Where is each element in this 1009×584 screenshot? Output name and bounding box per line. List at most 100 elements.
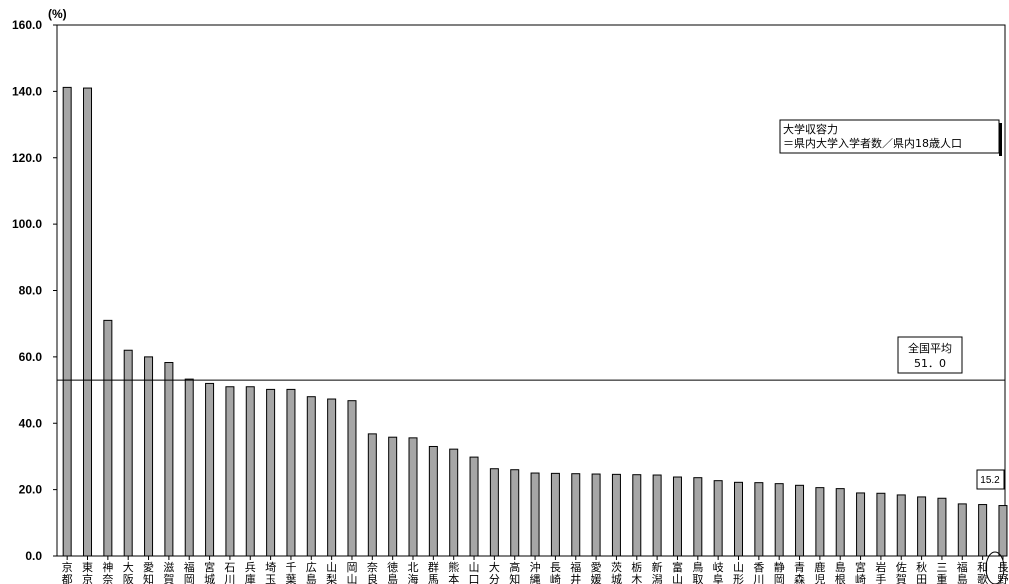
category-label: 葉 xyxy=(285,572,296,584)
bar xyxy=(388,436,398,557)
category-label: 阪 xyxy=(123,572,134,584)
category-label: 神 xyxy=(102,560,113,574)
y-axis-unit-label: (%) xyxy=(48,7,67,21)
category-label: 知 xyxy=(143,572,154,584)
category-label: 三 xyxy=(936,561,947,574)
bar xyxy=(734,481,744,557)
bar xyxy=(550,472,560,557)
definition-callout: 大学収容力 ＝県内大学入学者数／県内18歳人口 xyxy=(779,119,1002,156)
bar xyxy=(449,448,459,557)
bar xyxy=(998,505,1008,557)
bar xyxy=(123,349,133,557)
category-label: 川 xyxy=(753,573,764,584)
category-label: 宮 xyxy=(204,560,215,574)
highlight-ellipse xyxy=(985,551,1005,584)
bar xyxy=(856,492,866,557)
category-label: 岡 xyxy=(346,561,357,574)
category-label: 縄 xyxy=(530,572,541,584)
bar xyxy=(205,382,215,557)
category-label: 賀 xyxy=(163,573,174,584)
definition-title: 大学収容力 xyxy=(783,122,838,136)
bar xyxy=(611,473,621,557)
bar xyxy=(978,504,988,557)
category-label: 玉 xyxy=(265,573,276,584)
bar xyxy=(164,362,174,557)
highlight-callout: 15.2 xyxy=(976,469,1005,490)
definition-callout-box xyxy=(779,119,1000,154)
category-label: 児 xyxy=(814,573,825,584)
category-label: 栃 xyxy=(631,560,642,574)
definition-callout-shadow xyxy=(999,123,1002,156)
y-tick-label: 0.0 xyxy=(25,549,42,563)
bar xyxy=(917,496,927,557)
category-label: 潟 xyxy=(652,573,663,584)
category-label: 埼 xyxy=(265,560,276,574)
y-axis-ticks: 0.0 20.0 40.0 60.0 80.0 100.0 120.0 140.0 160.0 xyxy=(12,18,57,563)
bar xyxy=(469,456,479,557)
category-label: 香 xyxy=(753,561,764,574)
average-callout: 全国平均 51．0 xyxy=(897,336,963,374)
y-tick-label: 20.0 xyxy=(19,483,43,497)
bar xyxy=(571,473,581,557)
bar xyxy=(245,386,255,557)
highlight-callout-box xyxy=(976,469,1005,490)
category-label: 山 xyxy=(346,573,357,584)
bar xyxy=(896,494,906,557)
category-label: 形 xyxy=(733,573,744,584)
bar xyxy=(62,86,72,557)
bar xyxy=(266,388,276,557)
bar xyxy=(957,503,967,557)
category-label: 川 xyxy=(224,573,235,584)
category-label: 奈 xyxy=(367,560,378,574)
category-label: 岡 xyxy=(184,573,195,584)
category-label: 歌 xyxy=(977,572,988,584)
bar xyxy=(754,482,764,557)
category-label: 庫 xyxy=(245,572,256,584)
category-label: 島 xyxy=(306,572,317,584)
category-label: 愛 xyxy=(143,561,154,574)
category-label: 崎 xyxy=(550,572,561,584)
category-label: 群 xyxy=(428,560,439,574)
category-label: 京 xyxy=(82,572,93,584)
category-label: 京 xyxy=(62,560,73,574)
bar xyxy=(489,468,499,557)
category-label: 青 xyxy=(794,561,805,574)
category-label: 岐 xyxy=(713,561,724,574)
category-label: 大 xyxy=(123,560,134,574)
category-label: 熊 xyxy=(448,560,459,574)
bar xyxy=(408,437,418,557)
bar xyxy=(184,378,194,557)
y-tick-label: 40.0 xyxy=(19,416,43,430)
category-label: 口 xyxy=(469,573,480,584)
category-label: 賀 xyxy=(896,573,907,584)
category-label: 奈 xyxy=(102,572,113,584)
y-tick-label: 160.0 xyxy=(12,18,42,32)
category-label: 宮 xyxy=(855,560,866,574)
category-label: 長 xyxy=(997,561,1008,574)
category-label: 東 xyxy=(82,561,93,574)
bar xyxy=(327,398,337,557)
category-label: 山 xyxy=(733,561,744,574)
category-label: 長 xyxy=(550,561,561,574)
category-label: 茨 xyxy=(611,560,622,574)
category-label: 森 xyxy=(794,572,805,584)
category-label: 阜 xyxy=(713,573,724,584)
bar xyxy=(306,396,316,557)
category-label: 海 xyxy=(408,572,419,584)
definition-formula: ＝県内大学入学者数／県内18歳人口 xyxy=(783,136,962,150)
category-label: 城 xyxy=(204,573,215,584)
category-label: 田 xyxy=(916,573,927,584)
category-label: 和 xyxy=(977,561,988,574)
category-label: 媛 xyxy=(591,572,602,584)
bar xyxy=(144,356,154,557)
bar xyxy=(774,483,784,557)
category-label: 山 xyxy=(672,573,683,584)
category-label: 馬 xyxy=(428,573,439,584)
bar xyxy=(530,472,540,557)
category-label: 福 xyxy=(570,560,581,574)
category-label: 梨 xyxy=(326,572,337,584)
category-label: 岩 xyxy=(875,560,886,574)
bar xyxy=(428,445,438,557)
category-label: 富 xyxy=(672,560,683,574)
